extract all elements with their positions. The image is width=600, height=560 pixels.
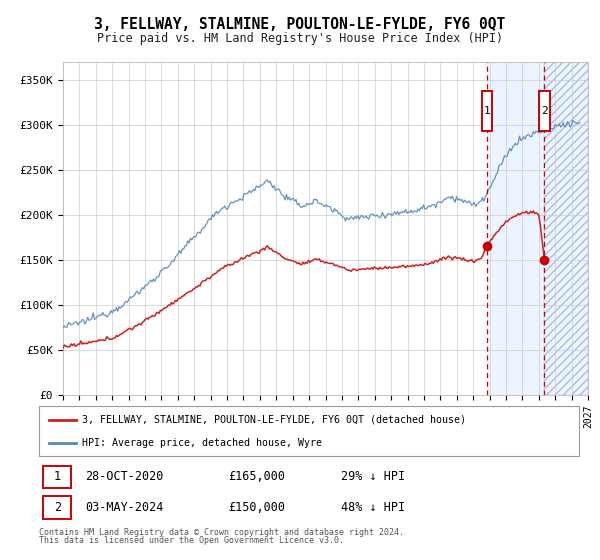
FancyBboxPatch shape <box>43 497 71 519</box>
Text: 29% ↓ HPI: 29% ↓ HPI <box>341 470 406 483</box>
FancyBboxPatch shape <box>539 91 550 131</box>
Text: £150,000: £150,000 <box>228 501 285 514</box>
FancyBboxPatch shape <box>39 406 579 456</box>
Text: HPI: Average price, detached house, Wyre: HPI: Average price, detached house, Wyre <box>82 438 322 448</box>
Text: Price paid vs. HM Land Registry's House Price Index (HPI): Price paid vs. HM Land Registry's House … <box>97 32 503 45</box>
Text: 2: 2 <box>54 501 61 514</box>
Text: 48% ↓ HPI: 48% ↓ HPI <box>341 501 406 514</box>
FancyBboxPatch shape <box>43 466 71 488</box>
Text: This data is licensed under the Open Government Licence v3.0.: This data is licensed under the Open Gov… <box>39 536 344 545</box>
Text: £165,000: £165,000 <box>228 470 285 483</box>
Text: 3, FELLWAY, STALMINE, POULTON-LE-FYLDE, FY6 0QT: 3, FELLWAY, STALMINE, POULTON-LE-FYLDE, … <box>94 17 506 32</box>
Text: Contains HM Land Registry data © Crown copyright and database right 2024.: Contains HM Land Registry data © Crown c… <box>39 528 404 536</box>
Text: 03-MAY-2024: 03-MAY-2024 <box>85 501 163 514</box>
Text: 1: 1 <box>484 106 490 116</box>
Bar <box>487 62 588 395</box>
FancyBboxPatch shape <box>482 91 492 131</box>
Text: 28-OCT-2020: 28-OCT-2020 <box>85 470 163 483</box>
Text: 2: 2 <box>541 106 548 116</box>
Text: 3, FELLWAY, STALMINE, POULTON-LE-FYLDE, FY6 0QT (detached house): 3, FELLWAY, STALMINE, POULTON-LE-FYLDE, … <box>82 414 466 424</box>
Bar <box>544 62 588 395</box>
Text: 1: 1 <box>54 470 61 483</box>
